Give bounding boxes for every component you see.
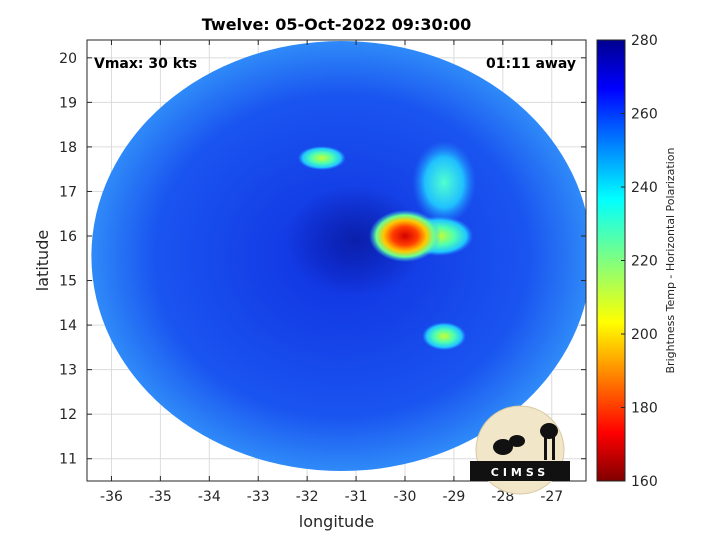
feature-southeast-spot [422,322,467,351]
cimss-logo-text: CIMSS [491,466,549,479]
colorbar [596,39,626,482]
logo-tower-leg [544,436,547,460]
logo-dish-icon [509,435,525,447]
chart-title: Twelve: 05-Oct-2022 09:30:00 [202,15,472,34]
colorbar-tick-label: 220 [631,254,658,270]
y-tick-label: 19 [59,95,77,111]
colorbar-tick-label: 260 [631,107,658,123]
feature-northeast-band [412,140,477,225]
x-tick-label: -30 [394,489,417,505]
vmax-annotation: Vmax: 30 kts [94,56,197,72]
feature-north-spot [297,146,346,171]
logo-tower-tank-icon [540,423,558,439]
x-tick-label: -29 [442,489,465,505]
x-tick-label: -36 [100,489,123,505]
x-tick-label: -33 [247,489,270,505]
x-tick-label: -35 [149,489,172,505]
colorbar-label: Brightness Temp - Horizontal Polarizatio… [664,147,677,373]
colorbar-tick-label: 200 [631,327,658,343]
time-offset-annotation: 01:11 away [486,56,576,72]
plot-frame [86,39,587,482]
y-tick-label: 15 [59,274,77,290]
logo-tower-leg [552,436,555,460]
y-tick-label: 11 [59,452,77,468]
swath-image [91,41,586,471]
colorbar-tick-label: 180 [631,401,658,417]
colorbar-tick-label: 160 [631,474,658,490]
x-tick-label: -32 [296,489,319,505]
y-tick-label: 20 [59,51,77,67]
logo-dish-icon [493,439,513,455]
feature-storm-core [368,210,441,262]
x-tick-label: -27 [540,489,563,505]
y-axis-label: latitude [33,230,52,291]
y-tick-label: 16 [59,229,77,245]
x-tick-label: -34 [198,489,221,505]
y-tick-label: 17 [59,184,77,200]
y-tick-label: 13 [59,363,77,379]
y-tick-label: 12 [59,407,77,423]
y-tick-label: 18 [59,140,77,156]
colorbar-tick-label: 240 [631,180,658,196]
y-tick-label: 14 [59,318,77,334]
logo-banner [470,461,570,481]
x-tick-label: -31 [345,489,368,505]
colorbar-tick-label: 280 [631,33,658,49]
x-axis-label: longitude [299,512,374,531]
